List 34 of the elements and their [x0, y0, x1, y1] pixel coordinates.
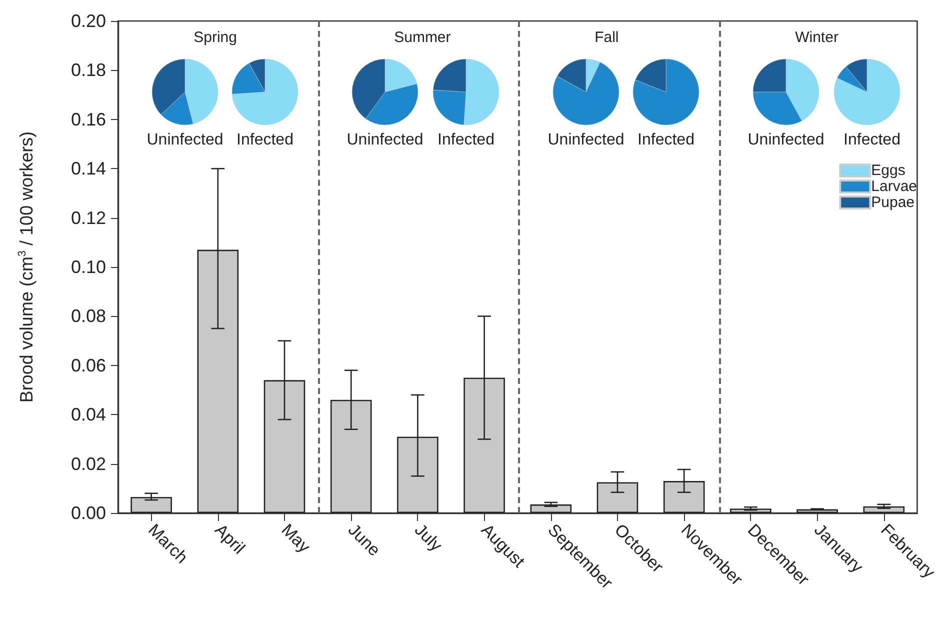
y-tick-label: 0.16 — [70, 109, 106, 130]
legend-label: Pupae — [870, 194, 914, 211]
y-axis-title: Brood volume (cm3 / 100 workers) — [16, 131, 36, 403]
y-tick-label: 0.08 — [70, 306, 106, 326]
y-tick-label: 0.20 — [70, 11, 106, 31]
y-tick-label: 0.06 — [70, 355, 106, 376]
text: Uninfected — [146, 132, 224, 148]
annotation: Spring — [194, 29, 237, 46]
text: Infected — [843, 132, 900, 148]
y-tick-label: 0.14 — [70, 158, 106, 179]
text: Infected — [236, 132, 294, 148]
text: Uninfected — [548, 132, 624, 148]
bar — [796, 509, 838, 513]
x-tick-label: May — [278, 520, 314, 557]
y-tick-label: 0.18 — [70, 60, 106, 80]
text: Uninfected — [347, 132, 424, 148]
y-tick-label: 0.04 — [70, 404, 106, 425]
x-tick-label: April — [211, 520, 249, 558]
bar — [863, 506, 905, 513]
text: Infected — [437, 132, 494, 148]
legend-label: Eggs — [870, 162, 905, 179]
x-tick-label: July — [410, 520, 446, 556]
annotation: Summer — [394, 29, 451, 46]
text: Infected — [638, 132, 694, 148]
text: Uninfected — [748, 132, 825, 148]
bar — [130, 497, 172, 513]
bar — [530, 504, 572, 513]
y-tick-label: 0.10 — [70, 257, 106, 277]
y-tick-label: 0.12 — [70, 208, 106, 228]
annotation: Winter — [795, 29, 838, 46]
legend-label: Larvae — [870, 178, 917, 195]
annotation: Fall — [594, 29, 619, 46]
y-tick-label: 0.02 — [70, 454, 106, 474]
y-tick-label: 0.00 — [70, 503, 106, 523]
